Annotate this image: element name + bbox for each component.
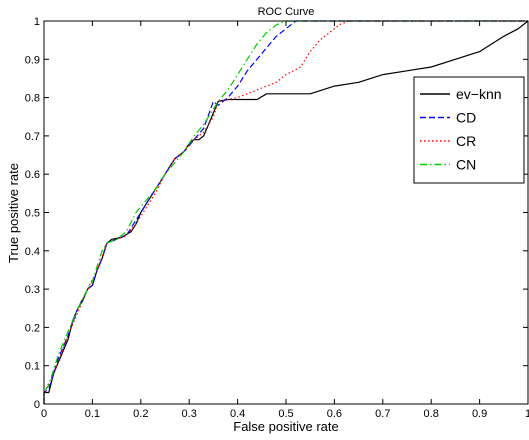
series-line-2 <box>43 20 528 404</box>
x-tick-label: 0.1 <box>85 408 100 420</box>
legend-label-2: CD <box>456 110 476 126</box>
y-tick-label: 0.5 <box>25 208 40 220</box>
y-tick-label: 0.8 <box>25 93 40 105</box>
y-tick-label: 0.2 <box>25 322 40 334</box>
plot-frame <box>43 20 529 405</box>
legend-label-1: ev−knn <box>456 86 502 102</box>
x-tick-label: 1 <box>525 408 529 420</box>
ticks-layer: 0 0.1 0.2 0.3 0.4 0.5 0.6 0.7 0.8 0.9 1 0 0.1 0.2 0.3 0… <box>25 16 529 420</box>
y-tick-label: 0.1 <box>25 361 40 373</box>
legend: ev−knn CD CR CN <box>413 76 525 184</box>
x-tick-label: 0.4 <box>230 408 245 420</box>
y-axis-label: True positive rate <box>6 163 21 263</box>
y-tick-label: 0.7 <box>25 131 40 143</box>
y-tick-label: 0 <box>34 399 40 411</box>
y-tick-label: 0.4 <box>25 246 40 258</box>
x-tick-label: 0.8 <box>424 408 439 420</box>
x-tick-label: 0.7 <box>375 408 390 420</box>
x-tick-label: 0 <box>41 408 47 420</box>
x-tick-label: 0.6 <box>327 408 342 420</box>
chart-title: ROC Curve <box>258 6 315 18</box>
x-tick-label: 0.2 <box>133 408 148 420</box>
y-tick-label: 0.3 <box>25 284 40 296</box>
series-layer <box>43 20 529 404</box>
y-tick-label: 0.6 <box>25 169 40 181</box>
legend-label-4: CN <box>456 157 476 173</box>
x-tick-label: 0.3 <box>182 408 197 420</box>
x-axis-label: False positive rate <box>233 419 339 434</box>
legend-label-3: CR <box>456 133 476 149</box>
y-tick-label: 1 <box>34 16 40 28</box>
x-tick-label: 0.9 <box>472 408 487 420</box>
x-tick-label: 0.5 <box>278 408 293 420</box>
y-tick-label: 0.9 <box>25 54 40 66</box>
